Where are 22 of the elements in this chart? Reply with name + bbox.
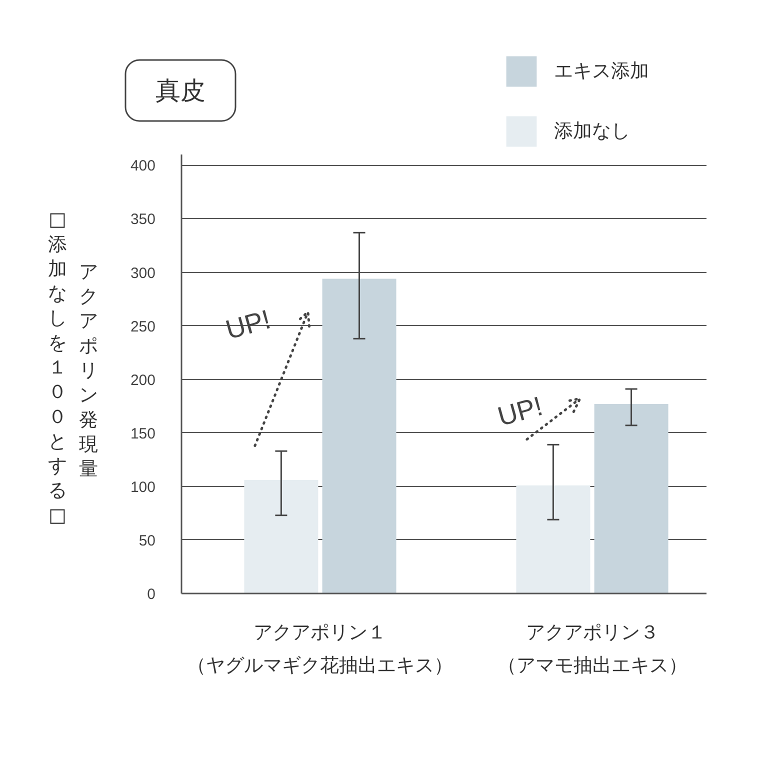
text: □添加なしを１００とする□ bbox=[48, 208, 67, 526]
y-tick-label: 400 bbox=[130, 158, 156, 175]
y-tick-label: 100 bbox=[130, 478, 156, 496]
annotation: UP! bbox=[494, 391, 546, 432]
y-tick-label: 200 bbox=[130, 372, 156, 389]
bar bbox=[322, 278, 396, 594]
y-tick-label: 50 bbox=[138, 532, 156, 550]
bar bbox=[594, 404, 668, 594]
bar bbox=[244, 480, 318, 594]
x-tick-label: アクアポリン１（ヤグルマギク花抽出エキス） bbox=[187, 622, 454, 676]
annotation: UP! bbox=[222, 304, 274, 346]
chart-title: 真皮 bbox=[156, 76, 206, 105]
legend-label: 添加なし bbox=[554, 119, 630, 144]
y-tick-label: 350 bbox=[130, 211, 156, 228]
x-tick-label: アクアポリン３（アマモ抽出エキス） bbox=[497, 622, 688, 676]
legend-label: エキス添加 bbox=[554, 59, 649, 84]
y-tick-label: 300 bbox=[130, 264, 156, 282]
y-tick-label: 150 bbox=[130, 425, 156, 442]
bar bbox=[516, 485, 590, 594]
text: アクアポリン発現量 bbox=[79, 260, 98, 480]
y-tick-label: 0 bbox=[147, 586, 156, 603]
y-tick-label: 250 bbox=[130, 318, 156, 336]
